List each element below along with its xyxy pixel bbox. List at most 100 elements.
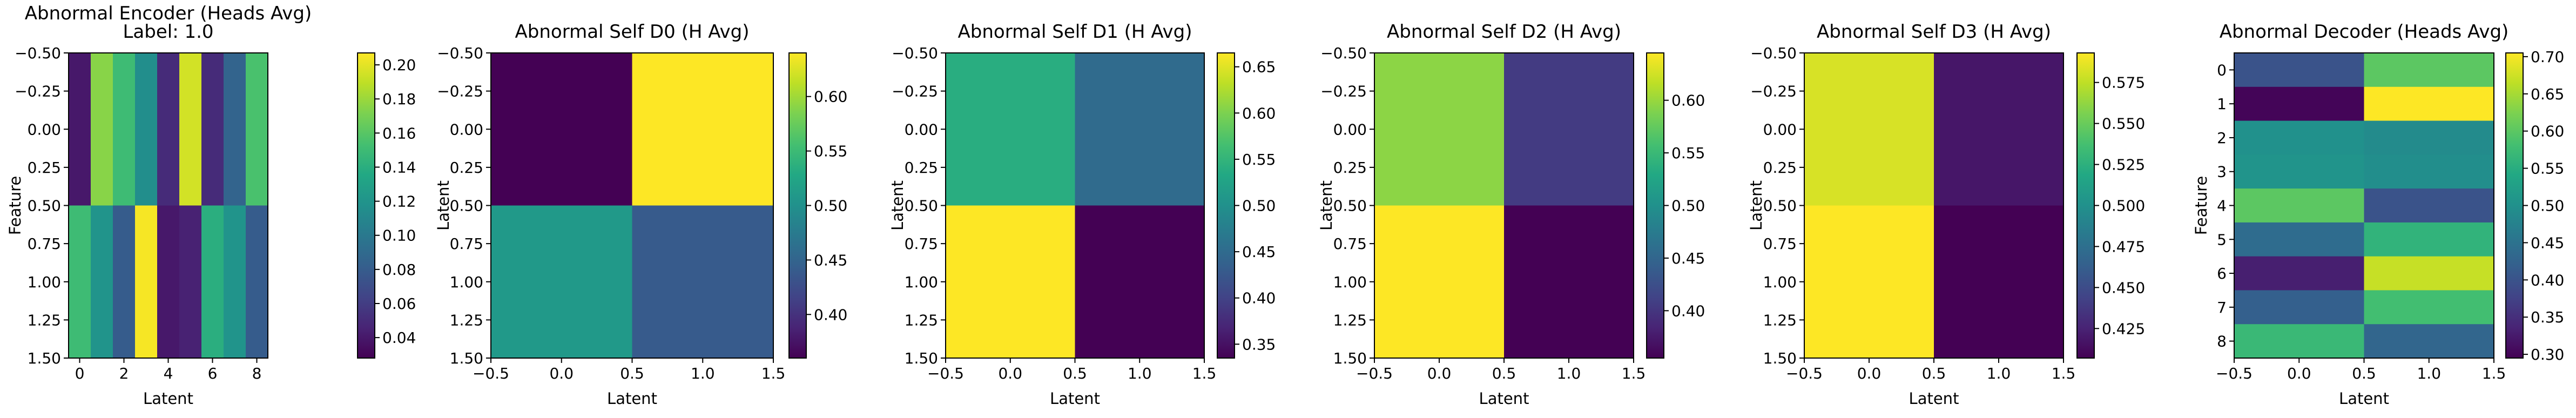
heatmap-cell <box>946 205 1076 359</box>
colorbar-tick-label: 0.60 <box>814 88 847 106</box>
colorbar <box>357 52 375 359</box>
chart-subtitle: Label: 1.0 <box>123 21 213 43</box>
heatmap-cell <box>113 53 136 206</box>
heatmap-cell <box>201 53 224 206</box>
y-axis-label: Latent <box>1747 180 1765 231</box>
colorbar-tick-label: 0.70 <box>2531 48 2564 66</box>
heatmap-cell <box>224 53 246 206</box>
colorbar-tick-label: 0.50 <box>814 197 847 215</box>
colorbar <box>2076 52 2095 359</box>
colorbar-tick-label: 0.50 <box>1671 197 1705 215</box>
x-tick-label: 1.5 <box>1192 365 1217 382</box>
colorbar <box>2505 52 2524 359</box>
heatmap-cell <box>632 53 774 206</box>
colorbar-tick-label: 0.65 <box>1242 58 1276 76</box>
heatmap-cell <box>2234 324 2365 359</box>
heatmap-cell <box>2364 154 2494 189</box>
chart-title: Abnormal Self D0 (H Avg) <box>515 21 750 43</box>
y-tick-label: 0.00 <box>1333 120 1367 138</box>
heatmap-panel-5: −0.5 0.0 0.5 1.0 1.5 0 1 2 3 4 5 6 7 8 Abnormal Decode… <box>2192 21 2564 408</box>
y-tick-label: 0.25 <box>450 159 483 177</box>
y-tick-label: 1.00 <box>905 273 938 291</box>
heatmap-cell <box>2234 290 2365 325</box>
heatmap-panel-3: −0.5 0.0 0.5 1.0 1.5 −0.50 −0.25 0.00 0.25 0.50 0.… <box>1317 21 1705 408</box>
heatmap-cell <box>69 205 91 359</box>
heatmap-cell <box>179 205 202 359</box>
y-tick-label: 0.75 <box>450 235 483 253</box>
y-tick-label: −0.25 <box>892 83 938 100</box>
heatmap-cell <box>2234 256 2365 291</box>
x-tick-label: 0.0 <box>1427 365 1452 382</box>
x-tick-label: 0.0 <box>998 365 1022 382</box>
heatmap-cell <box>1374 53 1505 206</box>
y-tick-label: 3 <box>2217 163 2227 181</box>
heatmap-cell <box>2234 120 2365 155</box>
colorbar-tick-label: 0.55 <box>1242 151 1276 168</box>
heatmap-cell <box>224 205 246 359</box>
x-tick-label: 0.0 <box>1857 365 1882 382</box>
colorbar-tick-label: 0.40 <box>1671 302 1705 320</box>
x-axis-label: Latent <box>1479 389 1529 408</box>
x-tick-label: −0.5 <box>1786 365 1823 382</box>
heatmap-cell <box>1804 205 1934 359</box>
x-tick-label: 1.0 <box>1557 365 1581 382</box>
colorbar-tick-label: 0.55 <box>1671 144 1705 162</box>
x-tick-label: −0.5 <box>1356 365 1393 382</box>
y-tick-label: 0.00 <box>905 120 938 138</box>
y-tick-label: 1.50 <box>905 349 938 367</box>
y-tick-label: −0.50 <box>1320 44 1367 62</box>
y-tick-label: 1.00 <box>1333 273 1367 291</box>
heatmap-cell <box>2234 53 2365 87</box>
heatmap-cell <box>1374 205 1505 359</box>
y-tick-label: 0.00 <box>1763 120 1797 138</box>
colorbar <box>1217 52 1235 359</box>
x-tick-label: 8 <box>252 365 262 382</box>
colorbar-tick-label: 0.50 <box>1242 197 1276 215</box>
heatmap-cell <box>2364 222 2494 257</box>
x-tick-label: 1.0 <box>2417 365 2441 382</box>
y-tick-label: 0.75 <box>1763 235 1797 253</box>
heatmap-cell <box>135 205 158 359</box>
y-tick-label: 0.25 <box>28 159 61 177</box>
colorbar <box>1646 52 1664 359</box>
x-tick-label: 2 <box>119 365 129 382</box>
x-tick-label: 0.5 <box>2352 365 2376 382</box>
x-tick-label: 1.5 <box>2482 365 2506 382</box>
heatmap-cell <box>157 205 180 359</box>
y-tick-label: −0.25 <box>437 83 483 100</box>
y-tick-label: 0.00 <box>450 120 483 138</box>
y-tick-label: −0.50 <box>437 44 483 62</box>
colorbar-tick-label: 0.55 <box>814 143 847 160</box>
y-tick-label: 0.50 <box>450 197 483 215</box>
heatmap-cell <box>135 53 158 206</box>
colorbar-tick-label: 0.35 <box>1242 335 1276 353</box>
y-tick-label: 0.50 <box>28 197 61 215</box>
chart-title: Abnormal Self D1 (H Avg) <box>958 21 1192 43</box>
x-tick-label: −0.5 <box>473 365 509 382</box>
heatmap-cell <box>1934 53 2064 206</box>
colorbar-tick-label: 0.04 <box>382 329 416 347</box>
y-tick-label: 1.50 <box>450 349 483 367</box>
y-tick-label: 0.00 <box>28 120 61 138</box>
heatmap-cell <box>91 53 113 206</box>
colorbar-tick-label: 0.40 <box>2531 271 2564 289</box>
colorbar-tick-label: 0.35 <box>2531 308 2564 326</box>
colorbar-tick-label: 0.45 <box>1671 250 1705 267</box>
heatmap-cell <box>2364 120 2494 155</box>
x-tick-label: 6 <box>208 365 218 382</box>
y-tick-label: 0.50 <box>905 197 938 215</box>
heatmap-cell <box>1504 53 1634 206</box>
heatmap-cell <box>157 53 180 206</box>
colorbar-tick-label: 0.65 <box>2531 85 2564 103</box>
heatmap-cell <box>2364 290 2494 325</box>
chart-title: Abnormal Self D3 (H Avg) <box>1817 21 2051 43</box>
y-tick-label: 7 <box>2217 299 2227 316</box>
colorbar-tick-label: 0.475 <box>2102 238 2145 255</box>
colorbar-tick-label: 0.10 <box>382 227 416 245</box>
y-tick-label: 1.25 <box>450 311 483 329</box>
heatmap-cell <box>632 205 774 359</box>
colorbar-tick-label: 0.45 <box>814 251 847 269</box>
heatmap-cell <box>201 205 224 359</box>
heatmap-cell <box>2364 53 2494 87</box>
x-tick-label: 0.5 <box>1492 365 1516 382</box>
